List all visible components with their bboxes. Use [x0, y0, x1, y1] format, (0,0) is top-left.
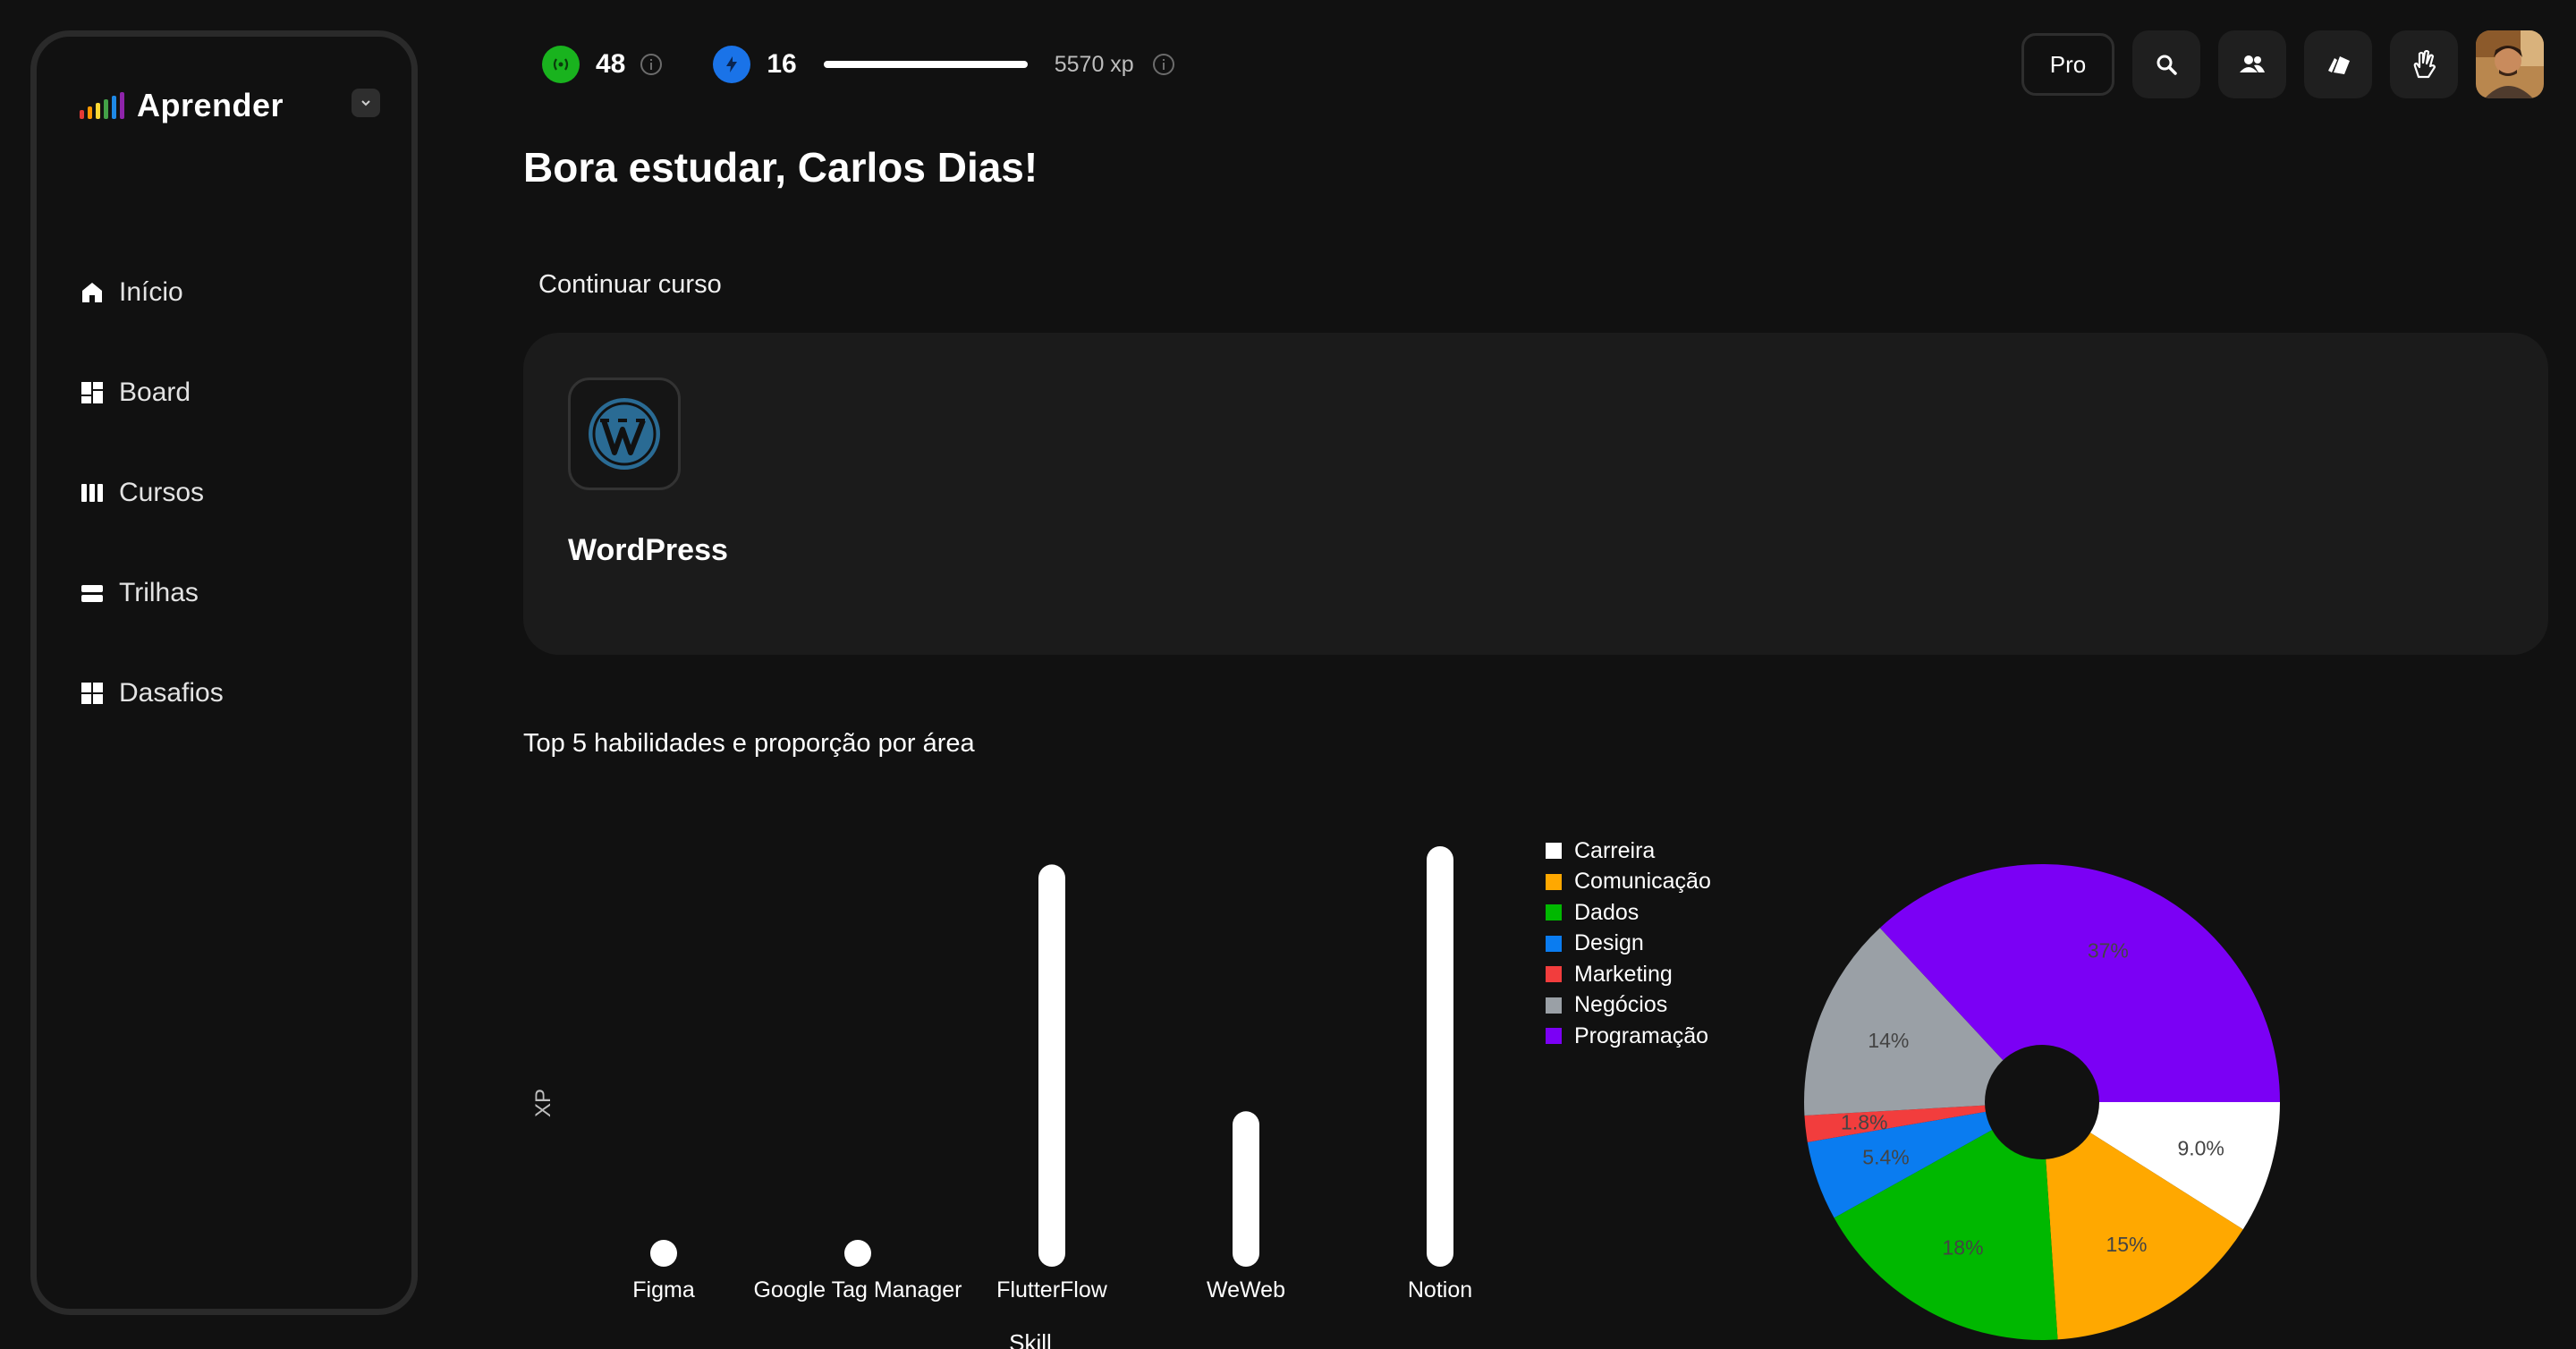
search-icon [2157, 55, 2177, 75]
legend-label: Dados [1574, 899, 1640, 925]
continue-course-label: Continuar curso [538, 270, 722, 299]
legend-swatch [1546, 966, 1562, 983]
pro-button[interactable]: Pro [2021, 33, 2114, 96]
pie-slice-design[interactable] [1807, 1102, 2042, 1218]
chart-title: Top 5 habilidades e proporção por área [523, 729, 975, 758]
x-tick-label: Google Tag Manager [753, 1277, 962, 1302]
x-tick-label: FlutterFlow [996, 1277, 1108, 1302]
hand-icon [2413, 50, 2436, 79]
legend-item[interactable]: Marketing [1546, 959, 1711, 990]
x-tick-label: Notion [1408, 1277, 1472, 1302]
legend-label: Design [1574, 930, 1644, 956]
sidebar-item-board[interactable]: Board [80, 343, 224, 443]
pie-value-label: 1.8% [1841, 1111, 1887, 1134]
header-actions: Pro [2021, 30, 2544, 98]
cards-icon [2328, 56, 2350, 74]
signal-icon [542, 46, 580, 83]
sidebar-item-label: Dasafios [119, 678, 224, 708]
sidebar: Aprender Início Board Cursos Tr [30, 30, 418, 1315]
pie-value-label: 14% [1868, 1029, 1909, 1052]
info-icon[interactable] [1152, 53, 1175, 76]
community-button[interactable] [2218, 30, 2286, 98]
legend-swatch [1546, 873, 1562, 890]
y-axis-label: XP [531, 1089, 555, 1117]
pie-value-label: 9.0% [2177, 1137, 2224, 1160]
bar-figma [650, 1240, 677, 1267]
brand[interactable]: Aprender [80, 87, 284, 124]
signal-count: 48 [596, 49, 626, 79]
chevron-down-icon [361, 100, 370, 106]
page-title: Bora estudar, Carlos Dias! [523, 144, 1038, 191]
brand-title: Aprender [137, 87, 284, 123]
sidebar-nav: Início Board Cursos Trilhas Dasafios [80, 242, 224, 743]
sidebar-item-label: Board [119, 378, 191, 407]
info-icon[interactable] [640, 53, 663, 76]
legend-label: Negócios [1574, 992, 1668, 1018]
pie-value-label: 37% [2088, 938, 2129, 962]
course-name: WordPress [568, 533, 728, 567]
sidebar-item-dasafios[interactable]: Dasafios [80, 643, 224, 743]
grid-icon [80, 681, 105, 706]
energy-count: 16 [767, 49, 797, 79]
x-axis-label: Skill [1009, 1329, 1052, 1349]
dashboard-icon [80, 380, 105, 405]
legend-label: Carreira [1574, 837, 1656, 863]
area-pie-chart: 9.0% 15% 18% 5.4% 1.8% 14% 37% [1804, 864, 2280, 1340]
pie-legend: Carreira Comunicação Dados Design Marketing N… [1546, 836, 1711, 1052]
pie-slice-marketing[interactable] [1804, 1102, 2042, 1142]
legend-swatch [1546, 843, 1562, 860]
legend-item[interactable]: Dados [1546, 897, 1711, 929]
workspace-dropdown-button[interactable] [352, 89, 380, 117]
sidebar-item-inicio[interactable]: Início [80, 242, 224, 343]
sidebar-item-label: Cursos [119, 478, 205, 507]
home-icon [80, 280, 105, 305]
energy-icon [713, 46, 751, 83]
pie-slice-carreira[interactable] [2042, 1102, 2280, 1230]
course-card[interactable]: WordPress [523, 333, 2548, 655]
wordpress-icon [568, 378, 681, 490]
search-button[interactable] [2132, 30, 2200, 98]
bar-notion [1427, 846, 1453, 1267]
people-icon [2240, 55, 2265, 72]
gesture-button[interactable] [2390, 30, 2458, 98]
legend-item[interactable]: Carreira [1546, 836, 1711, 867]
pie-value-label: 5.4% [1862, 1145, 1909, 1168]
pie-value-label: 15% [2106, 1233, 2147, 1256]
bar-weweb [1233, 1111, 1259, 1267]
legend-item[interactable]: Negócios [1546, 990, 1711, 1022]
legend-item[interactable]: Comunicação [1546, 867, 1711, 898]
user-stats-bar: 48 16 5570 xp [542, 43, 1175, 86]
bar-flutterflow [1038, 864, 1065, 1267]
legend-label: Programação [1574, 1022, 1709, 1048]
xp-label: 5570 xp [1054, 51, 1134, 77]
legend-label: Comunicação [1574, 869, 1711, 895]
columns-icon [80, 480, 105, 505]
legend-swatch [1546, 1028, 1562, 1045]
x-tick-label: WeWeb [1207, 1277, 1285, 1302]
brand-logo-icon [80, 92, 124, 119]
legend-label: Marketing [1574, 961, 1673, 987]
x-tick-label: Figma [632, 1277, 695, 1302]
sidebar-item-trilhas[interactable]: Trilhas [80, 543, 224, 643]
user-avatar[interactable] [2476, 30, 2544, 98]
donut-hole [1985, 1045, 2099, 1159]
pie-slice-programação[interactable] [1879, 864, 2280, 1102]
sidebar-item-cursos[interactable]: Cursos [80, 443, 224, 543]
legend-swatch [1546, 935, 1562, 952]
pie-value-label: 18% [1943, 1235, 1984, 1259]
legend-swatch [1546, 904, 1562, 921]
skills-bar-chart: XP Figma Google Tag Manager FlutterFlow WeW… [531, 846, 1472, 1349]
stack-icon [80, 581, 105, 606]
bar-google-tag-manager [844, 1240, 871, 1267]
legend-item[interactable]: Programação [1546, 1021, 1711, 1052]
pie-slice-comunicação[interactable] [2042, 1102, 2243, 1340]
flashcards-button[interactable] [2304, 30, 2372, 98]
sidebar-item-label: Trilhas [119, 578, 199, 607]
legend-item[interactable]: Design [1546, 929, 1711, 960]
pie-slice-negócios[interactable] [1804, 928, 2042, 1116]
pie-slice-dados[interactable] [1834, 1102, 2058, 1340]
sidebar-item-label: Início [119, 277, 183, 307]
legend-swatch [1546, 997, 1562, 1014]
xp-progress-bar [823, 61, 1028, 68]
